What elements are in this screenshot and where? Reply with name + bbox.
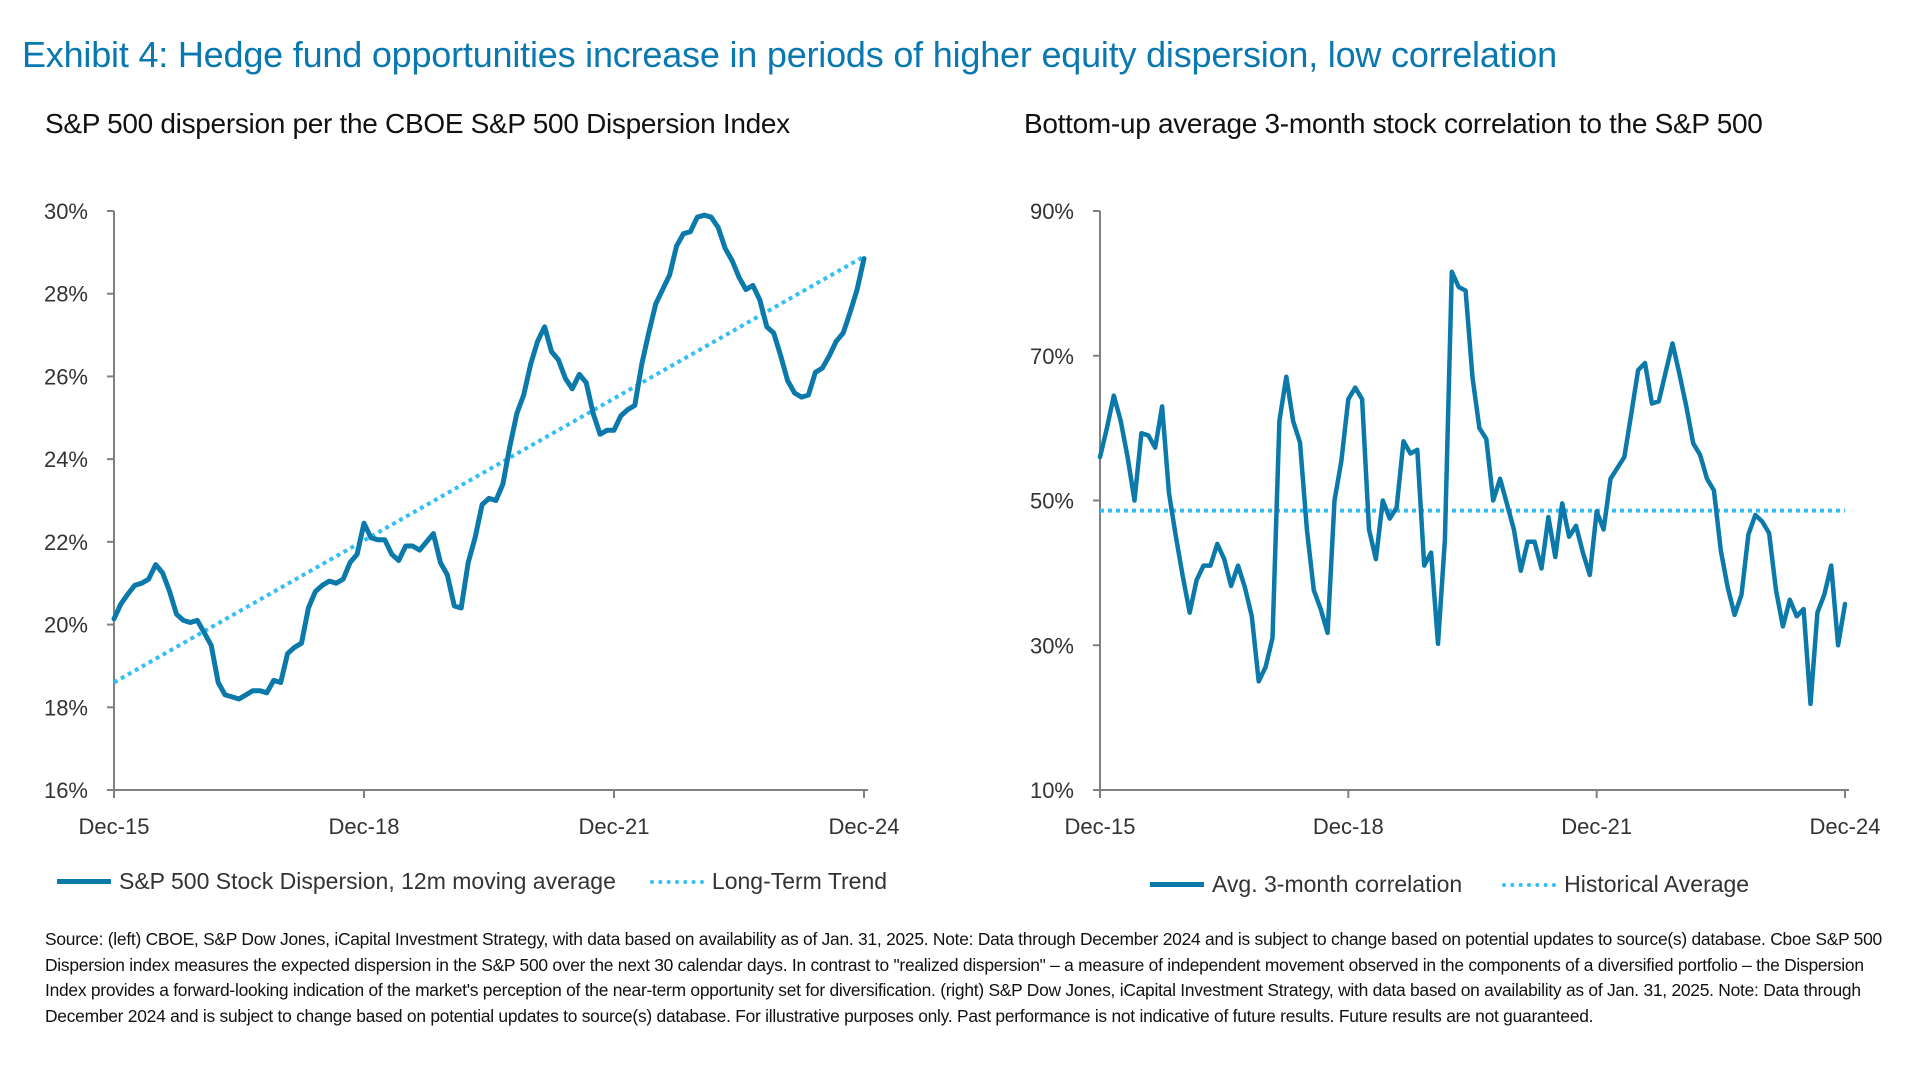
y-tick-label: 70% (1030, 344, 1074, 369)
exhibit-title: Exhibit 4: Hedge fund opportunities incr… (22, 34, 1557, 75)
right-chart-title: Bottom-up average 3-month stock correlat… (1024, 108, 1763, 139)
legend-label: Long-Term Trend (711, 868, 888, 894)
y-tick-label: 24% (44, 447, 88, 472)
legend-item-historical-average: Historical Average (1502, 871, 1749, 898)
x-tick-label: Dec-15 (1065, 814, 1136, 839)
y-tick-label: 10% (1030, 778, 1074, 803)
source-footnote: Source: (left) CBOE, S&P Dow Jones, iCap… (45, 929, 1882, 1026)
y-tick-label: 18% (44, 695, 88, 720)
x-tick-label: Dec-15 (79, 814, 150, 839)
x-tick-label: Dec-21 (1561, 814, 1632, 839)
y-tick-label: 16% (44, 778, 88, 803)
legend-swatch-solid (57, 879, 111, 884)
right-chart: 10% 30% 50% 70% 90% Dec-15 Dec-18 Dec-21 Dec-24 (1030, 199, 1881, 839)
y-tick-label: 26% (44, 364, 88, 389)
correlation-series-line (1097, 269, 1848, 707)
legend-label: Historical Average (1564, 871, 1750, 897)
y-tick-label: 30% (44, 199, 88, 224)
x-tick-label: Dec-24 (1810, 814, 1881, 839)
legend-swatch-dotted (1502, 882, 1557, 887)
legend-item-trend: Long-Term Trend (649, 868, 888, 895)
y-tick-label: 22% (44, 530, 88, 555)
x-tick-label: Dec-18 (329, 814, 400, 839)
x-tick-label: Dec-18 (1313, 814, 1384, 839)
left-chart: 16% 18% 20% 22% 24% 26% 28% 30% Dec-15 Dec-18 Dec-… (44, 199, 900, 839)
x-tick-label: Dec-24 (829, 814, 900, 839)
legend-item-dispersion: S&P 500 Stock Dispersion, 12m moving ave… (57, 868, 616, 895)
trend-line (113, 254, 865, 685)
legend-item-correlation: Avg. 3-month correlation (1150, 871, 1462, 898)
left-chart-title: S&P 500 dispersion per the CBOE S&P 500 … (45, 108, 790, 139)
legend-swatch-solid (1150, 882, 1204, 887)
legend-label: S&P 500 Stock Dispersion, 12m moving ave… (119, 868, 616, 894)
y-tick-label: 30% (1030, 633, 1074, 658)
x-tick-label: Dec-21 (579, 814, 650, 839)
y-tick-label: 20% (44, 613, 88, 638)
y-tick-label: 90% (1030, 199, 1074, 224)
left-legend: S&P 500 Stock Dispersion, 12m moving ave… (57, 868, 921, 895)
dispersion-series-line (111, 212, 867, 702)
y-tick-label: 50% (1030, 489, 1074, 514)
legend-swatch-dotted (649, 879, 704, 884)
y-tick-label: 28% (44, 282, 88, 307)
legend-label: Avg. 3-month correlation (1212, 871, 1463, 897)
right-legend: Avg. 3-month correlation Historical Aver… (1150, 871, 1783, 898)
